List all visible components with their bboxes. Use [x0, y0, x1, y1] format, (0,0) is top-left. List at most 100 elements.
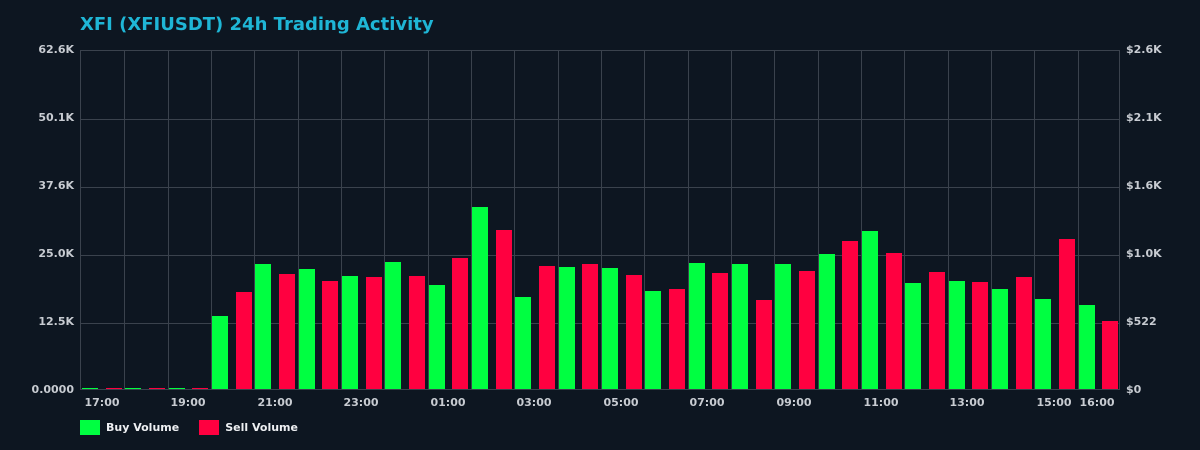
y-tick-left: 25.0K	[38, 247, 74, 260]
y-tick-right: $2.6K	[1126, 43, 1162, 56]
buy-volume-bar	[342, 276, 358, 389]
gridline-v	[167, 51, 169, 389]
gridline-v	[254, 51, 256, 389]
sell-volume-bar	[322, 280, 339, 389]
buy-swatch-icon	[80, 420, 100, 435]
legend-sell: Sell Volume	[199, 420, 298, 435]
buy-volume-bar	[558, 266, 575, 389]
buy-volume-bar	[298, 268, 315, 389]
x-tick: 09:00	[776, 396, 812, 409]
buy-volume-bar	[1035, 298, 1052, 389]
gridline-v	[1034, 51, 1036, 389]
gridline-h	[81, 187, 1119, 188]
buy-volume-bar	[688, 263, 705, 389]
gridline-h	[81, 255, 1119, 256]
sell-volume-bar	[755, 299, 772, 389]
sell-volume-bar	[625, 274, 642, 389]
sell-volume-bar	[538, 266, 555, 389]
sell-volume-bar	[1102, 321, 1119, 389]
gridline-v	[1077, 51, 1079, 389]
gridline-v	[644, 51, 646, 389]
buy-volume-bar	[645, 291, 662, 389]
gridline-v	[384, 51, 386, 389]
gridline-v	[991, 51, 992, 389]
gridline-v	[731, 51, 732, 389]
y-tick-left: 12.5K	[38, 315, 74, 328]
sell-volume-bar	[885, 253, 902, 389]
y-tick-right: $1.0K	[1126, 247, 1162, 260]
y-tick-left: 50.1K	[38, 111, 74, 124]
gridline-v	[124, 51, 126, 389]
sell-volume-bar	[1058, 239, 1075, 389]
buy-volume-bar	[602, 267, 618, 389]
gridline-h	[81, 323, 1119, 324]
gridline-v	[427, 51, 429, 389]
legend: Buy Volume Sell Volume	[80, 420, 312, 435]
x-tick: 01:00	[430, 396, 466, 409]
sell-volume-bar	[235, 291, 252, 389]
sell-volume-bar	[105, 388, 122, 389]
sell-volume-bar	[972, 282, 989, 389]
buy-volume-bar	[1078, 304, 1095, 389]
y-tick-right: $0	[1126, 383, 1142, 396]
sell-volume-bar	[1015, 277, 1032, 389]
x-tick: 07:00	[689, 396, 725, 409]
x-tick: 23:00	[343, 396, 379, 409]
legend-buy: Buy Volume	[80, 420, 179, 435]
sell-volume-bar	[495, 229, 512, 389]
gridline-v	[297, 51, 299, 389]
sell-volume-bar	[582, 264, 599, 389]
sell-volume-bar	[408, 276, 425, 389]
buy-volume-bar	[948, 280, 965, 389]
buy-volume-bar	[82, 388, 98, 389]
y-tick-left: 0.0000	[31, 383, 74, 396]
sell-volume-bar	[452, 258, 469, 389]
buy-volume-bar	[775, 264, 792, 389]
x-tick: 15:00	[1036, 396, 1072, 409]
sell-volume-bar	[148, 388, 165, 389]
buy-volume-bar	[428, 285, 445, 389]
buy-volume-bar	[472, 207, 488, 389]
y-tick-left: 62.6K	[38, 43, 74, 56]
buy-volume-bar	[515, 297, 532, 389]
legend-sell-label: Sell Volume	[225, 421, 298, 434]
gridline-v	[817, 51, 819, 389]
x-tick: 13:00	[949, 396, 985, 409]
gridline-v	[211, 51, 212, 389]
gridline-v	[861, 51, 862, 389]
gridline-v	[514, 51, 516, 389]
buy-volume-bar	[905, 283, 922, 389]
x-tick: 21:00	[257, 396, 293, 409]
gridline-v	[471, 51, 472, 389]
legend-buy-label: Buy Volume	[106, 421, 180, 434]
x-tick: 11:00	[863, 396, 899, 409]
y-tick-left: 37.6K	[38, 179, 74, 192]
y-tick-right: $522	[1126, 315, 1157, 328]
gridline-v	[557, 51, 559, 389]
x-tick: 19:00	[170, 396, 206, 409]
plot-area	[80, 50, 1120, 390]
sell-volume-bar	[712, 272, 729, 389]
gridline-v	[904, 51, 906, 389]
buy-volume-bar	[992, 289, 1008, 389]
gridline-v	[947, 51, 949, 389]
gridline-h	[81, 119, 1119, 120]
buy-volume-bar	[385, 261, 402, 389]
sell-volume-bar	[192, 388, 209, 389]
buy-volume-bar	[125, 388, 142, 389]
sell-volume-bar	[278, 273, 295, 389]
gridline-v	[341, 51, 342, 389]
gridline-v	[687, 51, 689, 389]
y-tick-right: $2.1K	[1126, 111, 1162, 124]
chart-title: XFI (XFIUSDT) 24h Trading Activity	[80, 14, 434, 35]
sell-volume-bar	[798, 271, 815, 389]
sell-volume-bar	[365, 277, 382, 389]
x-tick: 16:00	[1079, 396, 1115, 409]
buy-volume-bar	[862, 230, 878, 389]
x-tick: 17:00	[84, 396, 120, 409]
buy-volume-bar	[732, 264, 748, 389]
buy-volume-bar	[818, 253, 835, 389]
sell-swatch-icon	[199, 420, 220, 435]
gridline-v	[601, 51, 602, 389]
x-tick: 05:00	[603, 396, 639, 409]
